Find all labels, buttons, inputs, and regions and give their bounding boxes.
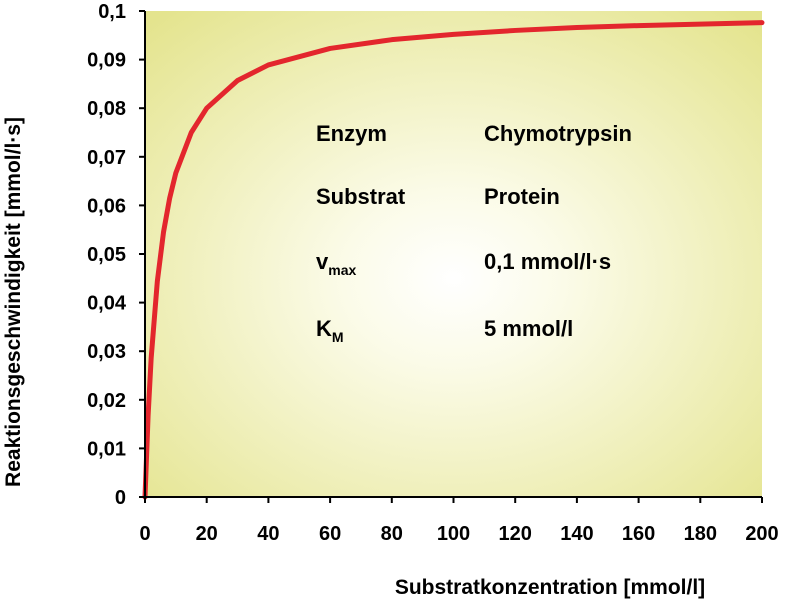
y-tick-label: 0,08 — [87, 98, 126, 120]
annotation-value-km: 5 mmol/l — [484, 316, 573, 341]
plot-area — [145, 11, 762, 497]
y-tick-label: 0,02 — [87, 390, 126, 412]
annotation-label-km: KM — [316, 316, 344, 345]
annotation-label-enzyme: Enzym — [316, 121, 387, 146]
x-tick-label: 120 — [499, 523, 532, 545]
y-tick-label: 0 — [115, 487, 126, 509]
x-tick-label: 80 — [381, 523, 403, 545]
vmax-subscript: max — [328, 262, 356, 278]
y-tick-label: 0,01 — [87, 438, 126, 460]
y-tick-label: 0,06 — [87, 195, 126, 217]
y-tick-label: 0,09 — [87, 50, 126, 72]
x-tick-label: 140 — [560, 523, 593, 545]
x-axis-ticks: 0 20 40 60 80 100 120 140 160 180 200 — [139, 497, 779, 545]
x-tick-label: 20 — [196, 523, 218, 545]
annotation-label-vmax: vmax — [316, 249, 356, 278]
series-line — [142, 20, 765, 500]
km-symbol: K — [316, 316, 332, 341]
y-axis-title: Reaktionsgeschwindigkeit [mmol/l·s] — [2, 117, 25, 487]
x-tick-label: 40 — [257, 523, 279, 545]
x-tick-label: 0 — [139, 523, 150, 545]
y-tick-label: 0,05 — [87, 244, 126, 266]
annotation-value-substrate: Protein — [484, 184, 560, 209]
vmax-symbol: v — [316, 249, 329, 274]
annotation-value-enzyme: Chymotrypsin — [484, 121, 632, 146]
y-tick-label: 0,1 — [98, 1, 126, 23]
series-layer — [142, 20, 765, 500]
annotation-table: Enzym Chymotrypsin Substrat Protein vmax… — [316, 121, 632, 345]
y-tick-label: 0,04 — [87, 293, 127, 315]
x-tick-label: 100 — [437, 523, 470, 545]
x-tick-label: 180 — [684, 523, 717, 545]
y-tick-label: 0,03 — [87, 341, 126, 363]
x-tick-label: 60 — [319, 523, 341, 545]
x-tick-label: 200 — [745, 523, 778, 545]
km-subscript: M — [332, 329, 344, 345]
x-tick-label: 160 — [622, 523, 655, 545]
x-axis-title: Substratkonzentration [mmol/l] — [395, 576, 705, 599]
annotation-value-vmax: 0,1 mmol/l·s — [484, 249, 611, 274]
y-axis-ticks: 0 0,01 0,02 0,03 0,04 0,05 0,06 0,07 0,08 0,09 0,1 — [87, 1, 145, 509]
annotation-label-substrate: Substrat — [316, 184, 406, 209]
y-tick-label: 0,07 — [87, 147, 126, 169]
